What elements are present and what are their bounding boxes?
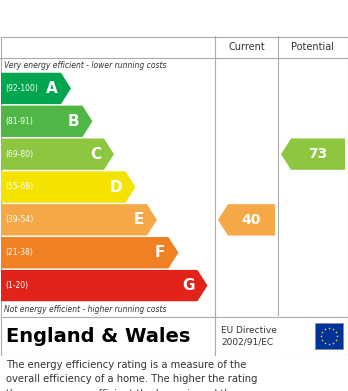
Text: (92-100): (92-100) — [5, 84, 38, 93]
Text: Potential: Potential — [292, 42, 334, 52]
Polygon shape — [1, 204, 157, 235]
Bar — [315, 323, 343, 349]
Text: England & Wales: England & Wales — [6, 326, 190, 346]
Text: B: B — [68, 114, 79, 129]
Text: (81-91): (81-91) — [5, 117, 33, 126]
Polygon shape — [1, 237, 179, 268]
Text: C: C — [90, 147, 101, 161]
Polygon shape — [1, 106, 93, 137]
Text: D: D — [110, 179, 122, 194]
Text: E: E — [134, 212, 144, 227]
Text: Not energy efficient - higher running costs: Not energy efficient - higher running co… — [4, 305, 166, 314]
Text: (69-80): (69-80) — [5, 150, 33, 159]
Text: Very energy efficient - lower running costs: Very energy efficient - lower running co… — [4, 61, 166, 70]
Text: F: F — [155, 245, 165, 260]
Text: The energy efficiency rating is a measure of the
overall efficiency of a home. T: The energy efficiency rating is a measur… — [6, 360, 258, 391]
Text: (21-38): (21-38) — [5, 248, 33, 257]
Polygon shape — [281, 138, 345, 170]
Text: (1-20): (1-20) — [5, 281, 28, 290]
Text: Energy Efficiency Rating: Energy Efficiency Rating — [8, 9, 237, 27]
Text: G: G — [182, 278, 195, 293]
Text: EU Directive
2002/91/EC: EU Directive 2002/91/EC — [221, 326, 277, 346]
Text: (55-68): (55-68) — [5, 183, 33, 192]
Polygon shape — [1, 171, 135, 203]
Polygon shape — [1, 73, 71, 104]
Text: (39-54): (39-54) — [5, 215, 33, 224]
Polygon shape — [1, 138, 114, 170]
Text: Current: Current — [228, 42, 265, 52]
Text: A: A — [46, 81, 58, 96]
Text: 73: 73 — [308, 147, 327, 161]
Polygon shape — [1, 270, 207, 301]
Polygon shape — [218, 204, 275, 235]
Text: 40: 40 — [242, 213, 261, 227]
